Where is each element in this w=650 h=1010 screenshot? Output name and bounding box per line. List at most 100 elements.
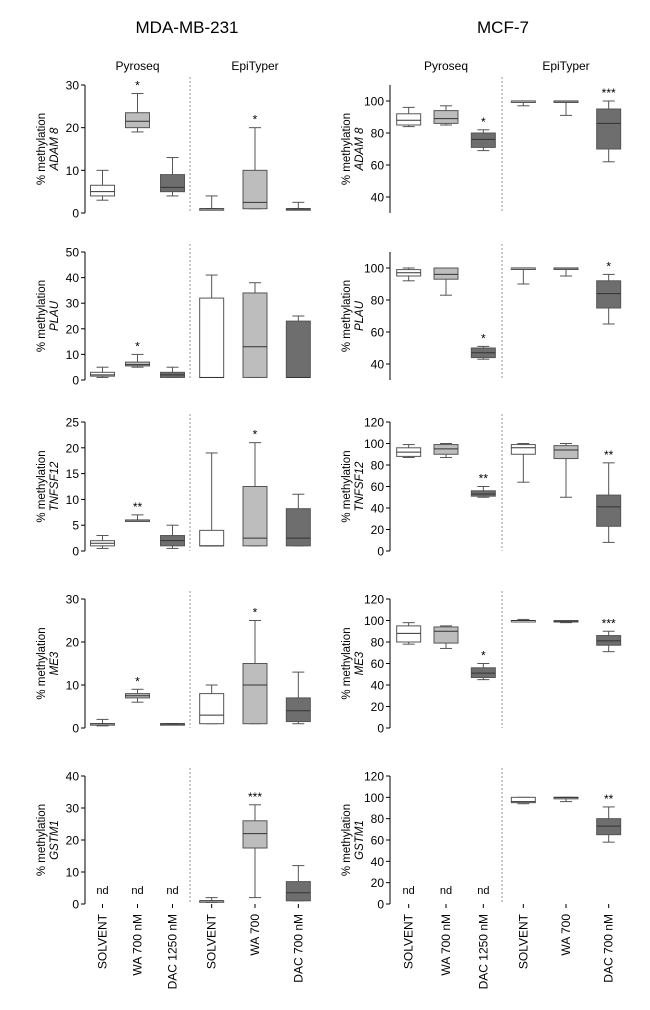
y-axis-label: % methylationME3 (341, 627, 366, 699)
x-group-label: DAC 1250 nM (166, 914, 180, 989)
box-dac-1250-nm (160, 524, 185, 549)
y-tick-label: 0 (377, 898, 384, 912)
box-iqr (470, 490, 496, 497)
y-tick-label: 120 (364, 770, 384, 784)
y-axis-label-prefix: % methylation (341, 804, 353, 876)
significance-marker: * (253, 428, 258, 442)
y-tick-label: 0 (72, 374, 79, 388)
box-solvent (510, 618, 536, 623)
y-tick-label: 20 (66, 322, 80, 336)
box-wa-700: * (242, 606, 268, 725)
significance-marker: * (481, 115, 486, 129)
y-tick-label: 100 (364, 437, 384, 451)
box-iqr (125, 112, 150, 129)
y-axis-label-prefix: % methylation (341, 450, 353, 522)
y-axis-label-gene: GSTM1 (354, 820, 366, 860)
y-tick-label: 10 (66, 493, 80, 507)
significance-marker: *** (602, 86, 616, 100)
box-iqr (242, 663, 268, 725)
box-wa-700-nm (433, 625, 459, 649)
x-group-label: SOLVENT (205, 913, 219, 969)
y-axis-label-prefix: % methylation (36, 450, 48, 522)
x-group-label: WA 700 nM (439, 914, 453, 976)
box-solvent (396, 622, 422, 645)
panel-mcf-7-tnfsf12: 0 20 40 60 80 100 120 % methylationTNFSF12 ** ** (341, 414, 622, 559)
box-iqr (433, 626, 459, 644)
box-wa-700 (553, 267, 579, 277)
box-dac-1250-nm: * (470, 115, 496, 152)
box-iqr (596, 635, 622, 646)
box-dac-700-nm (285, 315, 311, 378)
x-group-label: SOLVENT (96, 913, 110, 969)
panel-mcf-7-plau: 40 60 80 100 % methylationPLAU * * (341, 244, 622, 380)
box-iqr (242, 820, 268, 849)
box-iqr (596, 280, 622, 309)
x-group-label: SOLVENT (516, 913, 530, 969)
box-iqr (396, 625, 422, 643)
y-axis-label-gene: PLAU (49, 300, 61, 331)
x-group-label: WA 700 nM (131, 914, 145, 976)
box-wa-700-nm (433, 105, 459, 126)
box-iqr (160, 174, 185, 193)
significance-marker: * (253, 606, 258, 620)
y-axis-label-gene: ME3 (49, 651, 61, 675)
box-wa-700 (553, 796, 579, 803)
significance-marker: ** (133, 500, 143, 514)
box-iqr (199, 693, 225, 725)
box-wa-700-nm: * (125, 339, 150, 368)
box-dac-1250-nm (160, 723, 185, 726)
method-label-pyroseq: Pyroseq (424, 59, 468, 73)
x-group-label: DAC 700 nM (291, 914, 305, 983)
y-tick-label: 20 (66, 121, 80, 135)
box-dac-1250-nm (160, 366, 185, 378)
box-iqr (596, 108, 622, 150)
y-axis-label: % methylationME3 (36, 627, 61, 699)
y-tick-label: 0 (377, 545, 384, 559)
y-tick-label: 0 (377, 722, 384, 736)
box-solvent (90, 169, 115, 201)
y-tick-label: 120 (364, 593, 384, 607)
box-iqr (510, 444, 536, 455)
box-solvent (199, 452, 225, 547)
box-iqr (125, 361, 150, 367)
box-solvent (396, 106, 422, 128)
y-tick-label: 10 (66, 348, 80, 362)
box-iqr (199, 529, 225, 547)
box-solvent (510, 443, 536, 483)
y-tick-label: 40 (371, 679, 385, 693)
y-axis-label: % methylationPLAU (341, 280, 366, 352)
y-tick-label: 10 (66, 679, 80, 693)
y-tick-label: 80 (371, 636, 385, 650)
significance-marker: * (135, 339, 140, 353)
box-iqr (242, 292, 268, 378)
y-tick-label: 25 (66, 416, 80, 430)
y-tick-label: 40 (371, 502, 385, 516)
y-axis-label: % methylationPLAU (36, 280, 61, 352)
box-iqr (433, 110, 459, 124)
box-iqr (596, 494, 622, 527)
significance-marker: ** (604, 792, 614, 806)
significance-marker: * (253, 113, 258, 127)
panel-mda-mb-231-adam8: 0 10 20 30 % methylationADAM 8 * * (36, 77, 311, 221)
y-axis-label-prefix: % methylation (36, 804, 48, 876)
y-tick-label: 40 (371, 191, 385, 205)
box-dac-700-nm (285, 201, 311, 211)
y-axis-label: % methylationGSTM1 (341, 804, 366, 876)
y-tick-label: 20 (66, 834, 80, 848)
y-tick-label: 100 (364, 791, 384, 805)
box-solvent (199, 274, 225, 378)
box-dac-1250-nm (160, 157, 185, 197)
box-dac-700-nm: ** (596, 792, 622, 843)
y-tick-label: 0 (72, 207, 79, 221)
box-wa-700: * (242, 113, 268, 210)
not-detected-label: nd (477, 885, 489, 897)
y-axis-label-gene: ADAM 8 (354, 127, 366, 171)
y-tick-label: 60 (371, 657, 385, 671)
box-iqr (285, 881, 311, 902)
y-tick-label: 0 (72, 722, 79, 736)
y-tick-label: 10 (66, 164, 80, 178)
box-iqr (90, 184, 115, 197)
y-axis-label: % methylationADAM 8 (36, 113, 61, 185)
panel-mcf-7-gstm1: 0 20 40 60 80 100 120 % methylationGSTM1 nd nd nd *… (341, 768, 622, 912)
y-tick-label: 10 (66, 866, 80, 880)
